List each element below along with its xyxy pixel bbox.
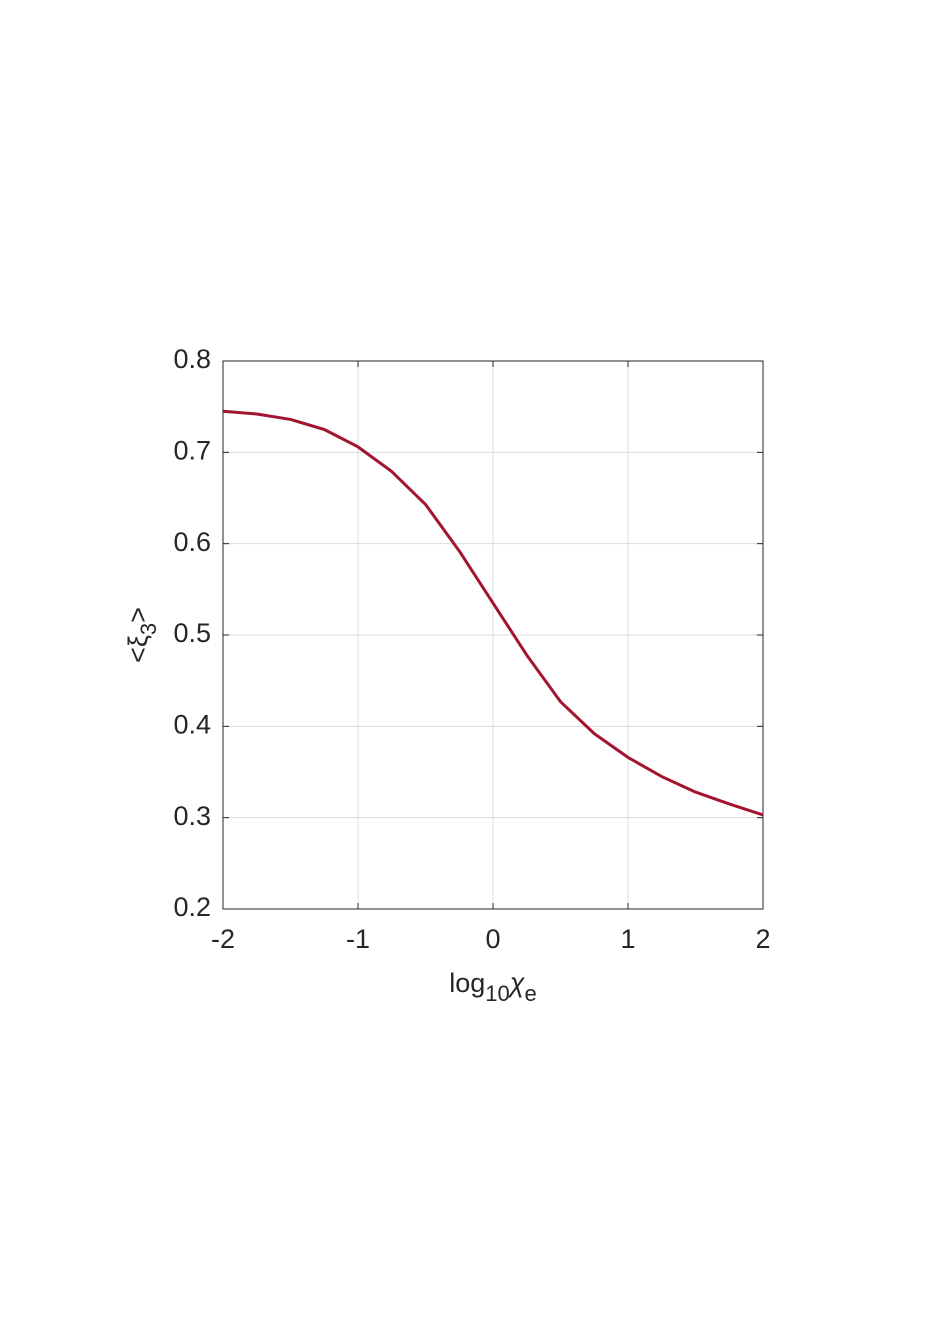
- x-tick-label: 2: [755, 924, 770, 954]
- y-tick-label: 0.8: [173, 344, 211, 374]
- x-label-sub: 10: [485, 981, 509, 1006]
- plot-frame: [222, 360, 764, 910]
- x-tick-label: 1: [620, 924, 635, 954]
- y-label-part: >: [123, 607, 153, 623]
- y-tick-label: 0.7: [173, 435, 211, 465]
- data-line: [222, 409, 764, 817]
- y-label-sub: 3: [136, 623, 161, 635]
- x-label-part: log: [449, 968, 485, 998]
- y-tick-label: 0.5: [173, 618, 211, 648]
- y-label-part: <ξ: [123, 635, 153, 663]
- x-tick-label: -2: [211, 924, 235, 954]
- y-axis-label: <ξ3>: [123, 607, 161, 663]
- x-axis-label: log10χe: [449, 968, 537, 1006]
- y-tick-label: 0.3: [173, 801, 211, 831]
- x-tick-label: 0: [485, 924, 500, 954]
- x-label-part: χ: [508, 968, 526, 998]
- x-label-sub: e: [525, 981, 537, 1006]
- x-tick-label: -1: [346, 924, 370, 954]
- y-tick-label: 0.6: [173, 527, 211, 557]
- y-tick-label: 0.4: [173, 709, 211, 739]
- y-tick-label: 0.2: [173, 892, 211, 922]
